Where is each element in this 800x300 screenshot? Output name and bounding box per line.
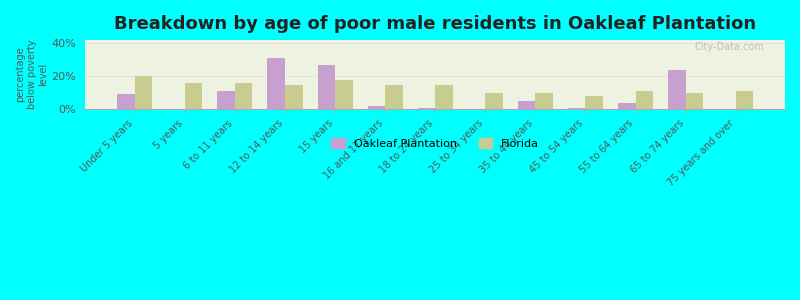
- Legend: Oakleaf Plantation, Florida: Oakleaf Plantation, Florida: [327, 134, 543, 153]
- Bar: [668, 70, 686, 109]
- Bar: [486, 93, 503, 109]
- Bar: [518, 101, 535, 109]
- Bar: [185, 83, 202, 109]
- Bar: [118, 94, 134, 109]
- Bar: [418, 108, 435, 109]
- Bar: [686, 93, 703, 109]
- Bar: [435, 85, 453, 109]
- Bar: [267, 58, 285, 109]
- Bar: [218, 91, 235, 109]
- Bar: [335, 80, 353, 109]
- Title: Breakdown by age of poor male residents in Oakleaf Plantation: Breakdown by age of poor male residents …: [114, 15, 756, 33]
- Bar: [568, 108, 586, 109]
- Bar: [586, 96, 603, 109]
- Text: City-Data.com: City-Data.com: [694, 42, 764, 52]
- Bar: [285, 85, 302, 109]
- Y-axis label: percentage
below poverty
level: percentage below poverty level: [15, 40, 48, 110]
- Bar: [368, 106, 385, 109]
- Bar: [235, 83, 253, 109]
- Bar: [385, 85, 402, 109]
- Bar: [535, 93, 553, 109]
- Bar: [635, 91, 653, 109]
- Bar: [618, 103, 635, 109]
- Bar: [134, 76, 152, 109]
- Bar: [736, 91, 754, 109]
- Bar: [318, 65, 335, 109]
